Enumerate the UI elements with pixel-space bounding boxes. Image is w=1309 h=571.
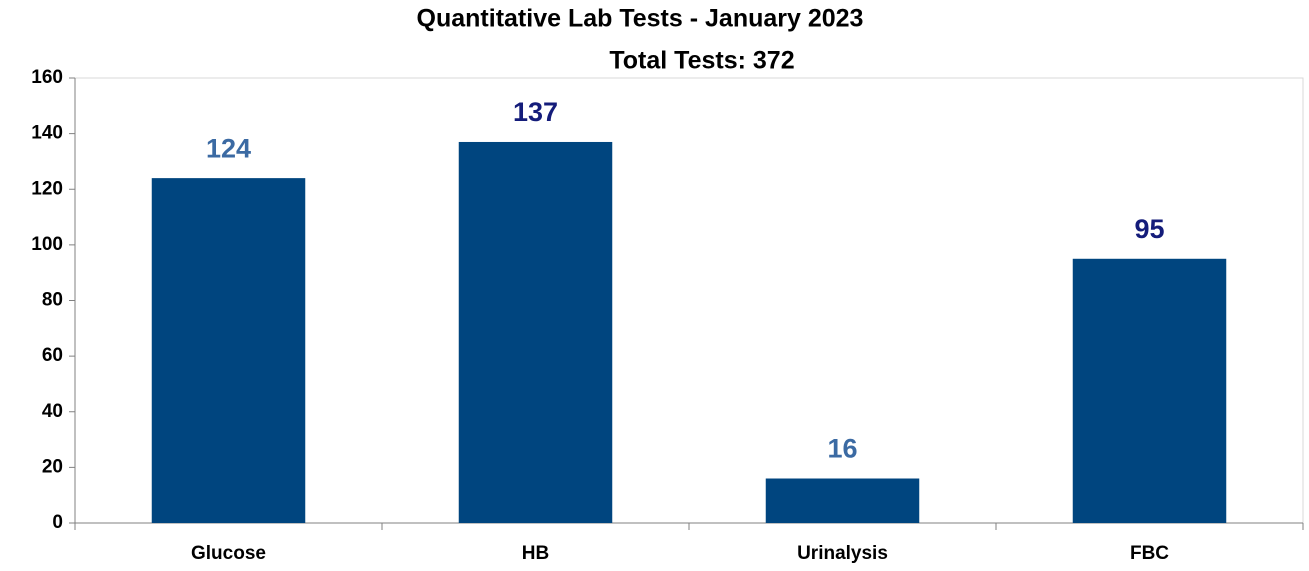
- chart-subtitle: Total Tests: 372: [609, 47, 794, 75]
- bar: [1072, 258, 1227, 523]
- bar: [765, 478, 920, 523]
- y-tick-label: 140: [31, 123, 63, 144]
- x-tick-label: Glucose: [191, 543, 266, 564]
- data-label: 95: [1134, 214, 1164, 244]
- data-label: 137: [513, 97, 558, 127]
- x-tick-label: FBC: [1130, 543, 1169, 564]
- data-label: 16: [827, 434, 857, 464]
- y-tick-label: 160: [31, 67, 63, 88]
- bar: [151, 178, 306, 523]
- y-tick-label: 80: [42, 290, 63, 311]
- x-tick-label: Urinalysis: [797, 543, 888, 564]
- y-tick-label: 100: [31, 234, 63, 255]
- chart-title: Quantitative Lab Tests - January 2023: [417, 5, 864, 33]
- bar: [458, 141, 613, 523]
- y-tick-label: 0: [52, 512, 63, 533]
- y-tick-label: 40: [42, 401, 63, 422]
- x-tick-label: HB: [522, 543, 549, 564]
- data-label: 124: [206, 133, 251, 163]
- y-tick-label: 20: [42, 456, 63, 477]
- y-tick-label: 60: [42, 345, 63, 366]
- y-tick-label: 120: [31, 178, 63, 199]
